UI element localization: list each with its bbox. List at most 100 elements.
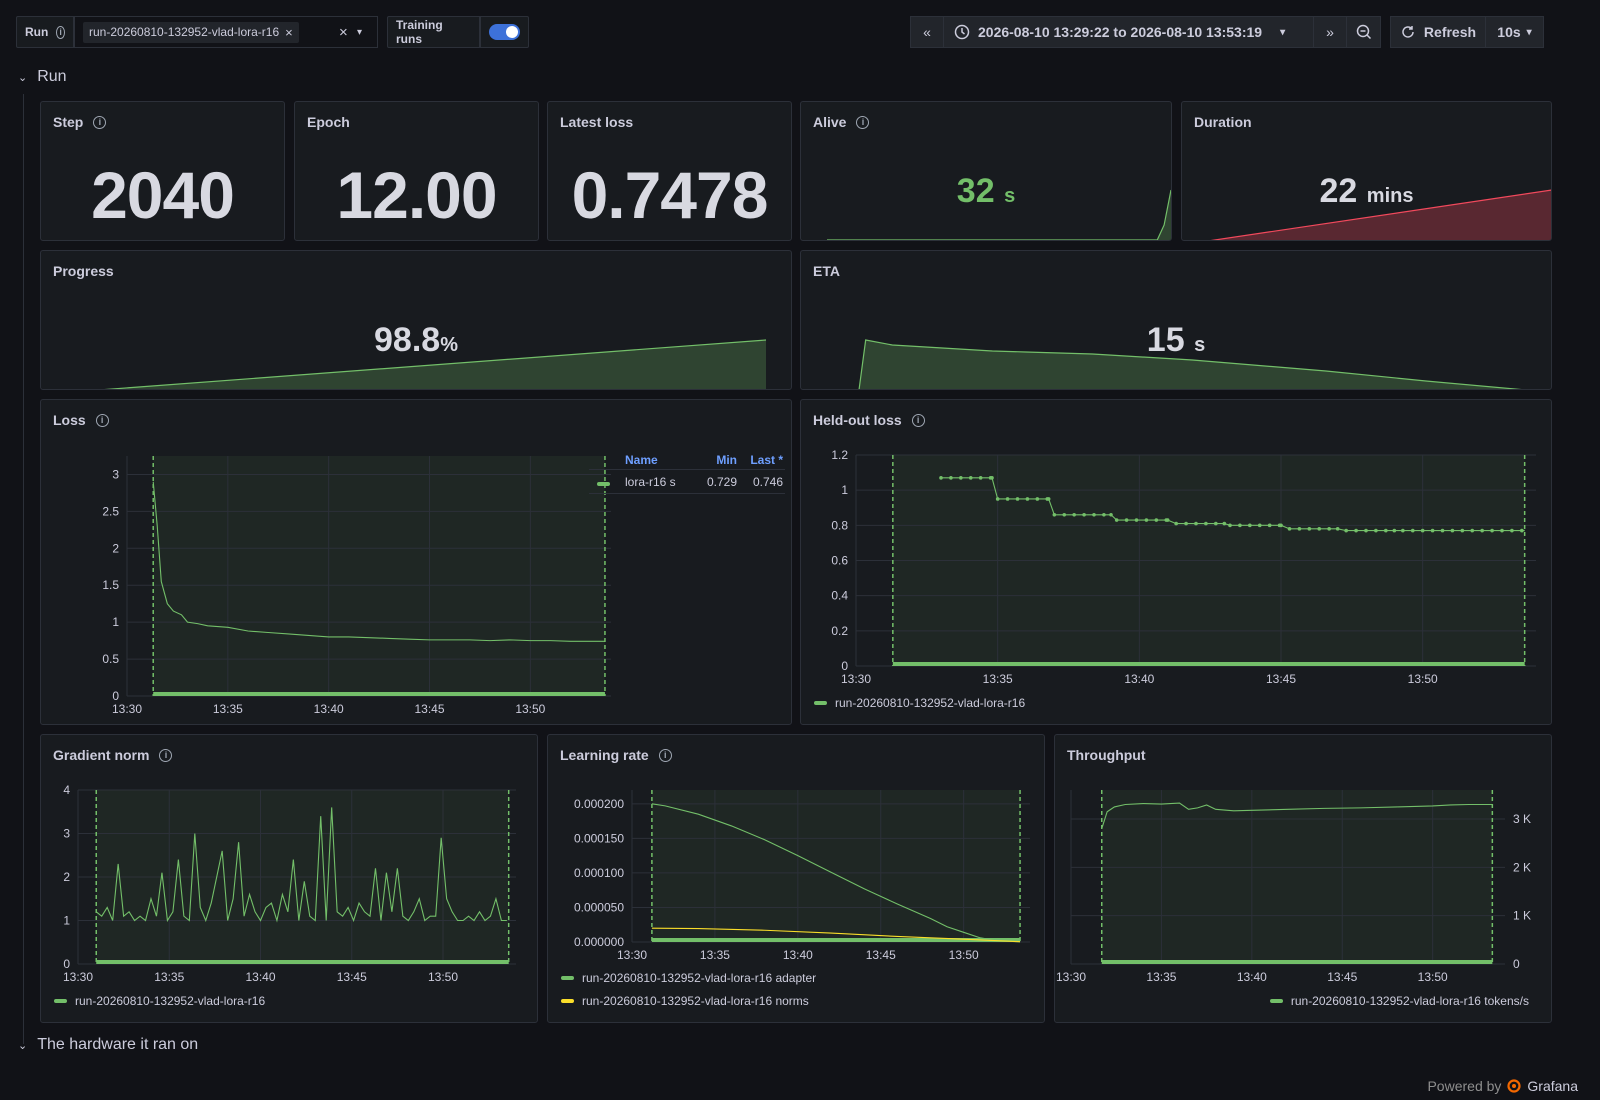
y-tick-label: 1.5: [102, 578, 119, 592]
info-icon[interactable]: i: [658, 748, 672, 762]
data-point: [1420, 528, 1425, 533]
x-tick-label: 13:50: [1418, 970, 1448, 984]
sparkline-line: [827, 189, 1171, 240]
info-icon[interactable]: i: [159, 748, 173, 762]
info-icon[interactable]: i: [856, 115, 870, 129]
grafana-brand[interactable]: Grafana: [1527, 1078, 1578, 1094]
data-point: [995, 497, 1000, 501]
panel-title: Learning rate i: [560, 747, 672, 763]
legend-label: run-20260810-132952-vlad-lora-r16: [75, 994, 266, 1008]
remove-chip-icon[interactable]: ×: [285, 24, 293, 40]
row-hardware-header[interactable]: ⌄ The hardware it ran on: [18, 1036, 198, 1054]
zoom-out-button[interactable]: [1346, 16, 1381, 48]
series-line: [651, 927, 1021, 943]
alive-unit: s: [1004, 185, 1016, 207]
chevron-down-icon[interactable]: ▾: [357, 26, 363, 38]
legend-header-name[interactable]: Name: [625, 452, 658, 467]
info-icon[interactable]: i: [911, 413, 925, 427]
chevron-down-icon: ⌄: [18, 71, 28, 84]
legend-item[interactable]: run-20260810-132952-vlad-lora-r16 adapte…: [561, 971, 816, 985]
clear-icon[interactable]: ×: [339, 23, 348, 41]
panel-title-text: Step: [53, 114, 84, 130]
time-back-button[interactable]: «: [910, 16, 944, 48]
y-tick-label: 4: [63, 783, 70, 797]
panel-epoch: Epoch 12.00: [294, 101, 539, 241]
data-point: [1440, 528, 1445, 533]
chevrons-left-icon: «: [923, 24, 931, 40]
gradient-norm-chart[interactable]: 0 1 2 3 4 13:30 13:35 13:40 13:45 13:50: [41, 735, 538, 1023]
data-point: [1401, 528, 1405, 533]
legend-header-row: Name Min Last *: [589, 450, 785, 470]
panel-title: Duration: [1194, 114, 1252, 130]
x-tick-label: 13:30: [63, 970, 93, 984]
data-point: [1520, 528, 1524, 533]
y-tick-label: 1.2: [831, 448, 848, 462]
legend-row[interactable]: lora-r16 s 0.729 0.746: [589, 470, 785, 494]
y-tick-label: 0: [112, 689, 119, 703]
grafana-logo-icon: [1507, 1079, 1522, 1093]
y-tick-label: 2: [112, 541, 119, 555]
panel-title: Progress: [53, 263, 114, 279]
legend-item[interactable]: run-20260810-132952-vlad-lora-r16 tokens…: [1269, 994, 1529, 1008]
data-point: [1082, 512, 1086, 517]
data-point: [1450, 528, 1455, 533]
panel-title-text: Progress: [53, 263, 114, 279]
panel-duration: Duration 22 mins: [1181, 101, 1552, 241]
legend-header-min[interactable]: Min: [716, 452, 737, 467]
x-tick-label: 13:45: [866, 948, 896, 962]
data-point: [1134, 518, 1139, 522]
annotation-region: [651, 938, 1021, 942]
info-icon[interactable]: i: [56, 25, 65, 39]
training-runs-toggle[interactable]: [489, 24, 520, 40]
x-tick-label: 13:40: [1124, 672, 1154, 686]
throughput-chart[interactable]: 0 1 K 2 K 3 K 13:30 13:35 13:40 13:45 13:50: [1055, 735, 1552, 1023]
info-icon[interactable]: i: [93, 115, 107, 129]
data-point: [1124, 518, 1129, 522]
data-point: [1194, 521, 1198, 526]
legend-label: run-20260810-132952-vlad-lora-r16 tokens…: [1290, 994, 1529, 1008]
loss-legend-table: Name Min Last * lora-r16 s 0.729 0.746: [589, 450, 785, 494]
y-tick-label: 0.000150: [574, 831, 624, 845]
toolbar: Run i run-20260810-132952-vlad-lora-r16 …: [0, 0, 1600, 60]
data-point: [1228, 523, 1232, 528]
panel-progress: Progress 98.8%: [40, 250, 792, 390]
data-point: [1430, 528, 1435, 533]
x-tick-label: 13:40: [314, 702, 344, 716]
info-icon[interactable]: i: [95, 413, 109, 427]
legend-item[interactable]: run-20260810-132952-vlad-lora-r16: [814, 696, 1025, 710]
data-point: [1204, 521, 1208, 526]
duration-value-wrap: 22 mins: [1182, 172, 1551, 211]
legend-item[interactable]: run-20260810-132952-vlad-lora-r16: [54, 994, 265, 1008]
data-point: [1035, 497, 1040, 501]
heldout-loss-chart[interactable]: 0 0.2 0.4 0.6 0.8 1 1.2 13:30 13:35 13:40 13:45 13:…: [801, 400, 1552, 725]
learning-rate-chart[interactable]: 0.000000 0.000050 0.000100 0.000150 0.000200…: [548, 735, 1045, 1023]
loss-chart[interactable]: 0 0.5 1 1.5 2 2.5 3 13:30 13:35 13:40 13:45 13:50: [41, 400, 792, 725]
refresh-icon: [1402, 26, 1414, 38]
panel-gradient-norm: Gradient norm i 0 1 2 3 4 13:30 13:35 13:40 13:45…: [40, 734, 538, 1023]
panel-title: Latest loss: [560, 114, 633, 130]
panel-title: Epoch: [307, 114, 350, 130]
data-point: [1384, 528, 1388, 533]
panel-title-text: ETA: [813, 263, 840, 279]
y-tick-label: 0.000200: [574, 797, 624, 811]
run-variable-select[interactable]: run-20260810-132952-vlad-lora-r16 × × ▾: [74, 16, 378, 48]
data-point: [1470, 528, 1475, 533]
legend-header-last[interactable]: Last *: [750, 452, 783, 467]
refresh-interval-picker[interactable]: 10s ▾: [1485, 16, 1544, 48]
zoom-out-icon: [1356, 24, 1371, 40]
data-point: [978, 476, 983, 480]
legend-item[interactable]: run-20260810-132952-vlad-lora-r16 norms: [561, 994, 809, 1008]
time-forward-button[interactable]: »: [1313, 16, 1347, 48]
alive-value-wrap: 32 s: [801, 172, 1171, 211]
latest-loss-value: 0.7478: [571, 158, 769, 232]
training-runs-text: Training runs: [396, 18, 443, 46]
refresh-button[interactable]: Refresh: [1390, 16, 1486, 48]
time-range-picker[interactable]: 2026-08-10 13:29:22 to 2026-08-10 13:53:…: [943, 16, 1314, 48]
panel-title-text: Duration: [1194, 114, 1252, 130]
row-run-header[interactable]: ⌄ Run: [18, 68, 67, 86]
data-point: [1480, 528, 1484, 533]
row-run-title: Run: [37, 68, 67, 85]
legend-swatch: [1269, 999, 1283, 1003]
data-point: [1317, 527, 1322, 531]
data-point: [1327, 527, 1331, 531]
